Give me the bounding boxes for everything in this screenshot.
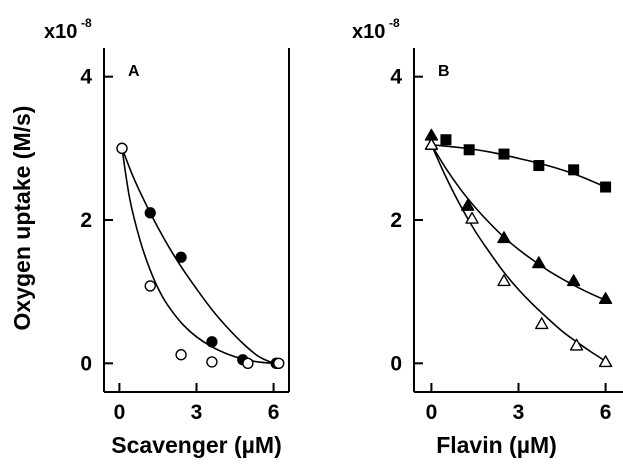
series-filled-circle bbox=[116, 142, 282, 369]
data-point bbox=[533, 160, 545, 172]
y-tick-label: 2 bbox=[390, 209, 402, 232]
data-point bbox=[600, 181, 612, 193]
y-multiplier: x10 bbox=[44, 21, 77, 43]
data-point bbox=[568, 164, 580, 176]
series-open-circle bbox=[116, 142, 285, 370]
y-multiplier: x10 bbox=[352, 21, 385, 43]
data-point bbox=[144, 207, 156, 219]
series-filled-square bbox=[440, 134, 612, 193]
y-axis-title: Oxygen uptake (M/s) bbox=[9, 106, 35, 331]
data-point bbox=[424, 138, 439, 150]
data-point bbox=[535, 317, 549, 330]
data-point bbox=[461, 198, 475, 211]
fit-curve bbox=[430, 144, 606, 302]
series-filled-triangle bbox=[424, 128, 613, 305]
data-point bbox=[175, 349, 187, 361]
data-point bbox=[497, 231, 511, 244]
fit-curve bbox=[430, 144, 607, 362]
series-open-triangle bbox=[424, 138, 613, 368]
data-point bbox=[498, 148, 510, 160]
x-tick-label: 3 bbox=[191, 401, 203, 424]
x-tick-label: 0 bbox=[114, 401, 126, 424]
data-point bbox=[497, 274, 511, 287]
x-axis-title: Scavenger (µM) bbox=[111, 432, 281, 458]
data-point bbox=[463, 144, 475, 156]
y-tick-label: 4 bbox=[390, 66, 402, 89]
x-tick-label: 6 bbox=[600, 401, 612, 424]
panel-label: B bbox=[438, 63, 450, 80]
data-point bbox=[465, 211, 479, 224]
y-tick-label: 2 bbox=[80, 209, 92, 232]
data-point bbox=[116, 142, 128, 155]
y-multiplier-exponent: -8 bbox=[81, 16, 92, 30]
y-multiplier-exponent: -8 bbox=[389, 16, 400, 30]
x-axis-title: Flavin (µM) bbox=[436, 432, 557, 458]
fit-curve bbox=[121, 148, 274, 365]
y-tick-label: 0 bbox=[390, 352, 402, 375]
data-point bbox=[566, 274, 581, 287]
y-tick-label: 4 bbox=[80, 66, 92, 89]
data-point bbox=[144, 280, 156, 292]
data-point bbox=[175, 251, 187, 263]
data-point bbox=[532, 256, 546, 269]
data-point bbox=[206, 356, 218, 368]
y-tick-label: 0 bbox=[80, 352, 92, 375]
data-point bbox=[598, 355, 613, 368]
data-point bbox=[569, 338, 584, 351]
data-point bbox=[440, 134, 452, 146]
x-tick-label: 6 bbox=[268, 401, 280, 424]
fit-curve bbox=[431, 143, 606, 188]
data-point bbox=[206, 336, 218, 348]
panel-label: A bbox=[128, 63, 140, 80]
data-point bbox=[598, 292, 613, 305]
data-point bbox=[273, 357, 285, 370]
fit-curve bbox=[121, 148, 274, 365]
x-tick-label: 3 bbox=[513, 401, 525, 424]
data-point bbox=[242, 357, 254, 370]
x-tick-label: 0 bbox=[426, 401, 438, 424]
